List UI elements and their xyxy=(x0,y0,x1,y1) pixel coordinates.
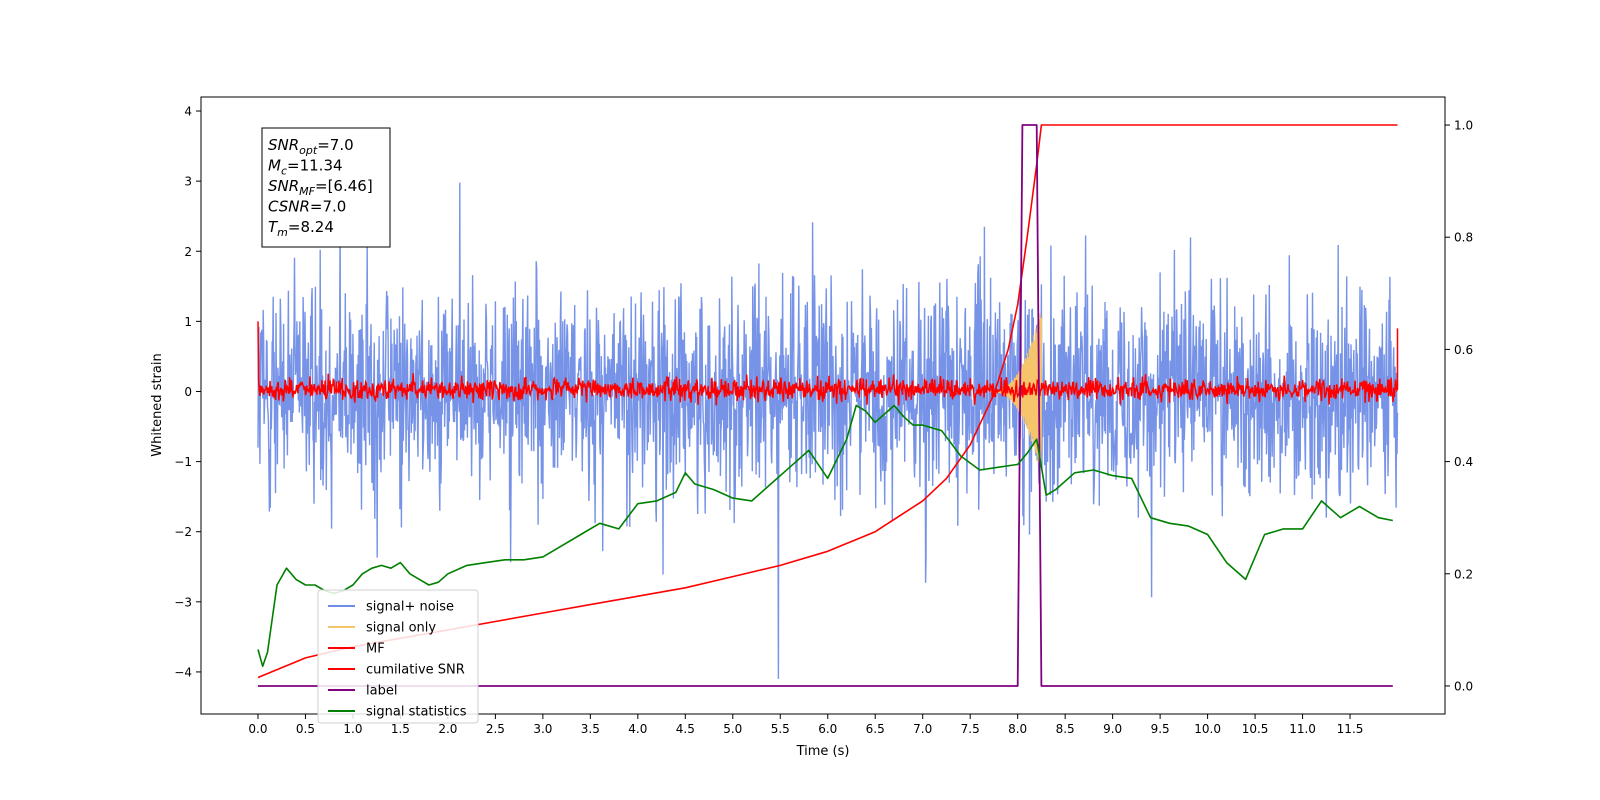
signal-noise-line xyxy=(257,182,1399,679)
legend-label: MF xyxy=(366,642,385,657)
y-axis-label: Whitened strain xyxy=(150,353,165,456)
x-tick-label: 8.0 xyxy=(1008,722,1027,736)
annotation-box: SNRopt=7.0Mc=11.34SNRMF=[6.46]CSNR=7.0Tm… xyxy=(261,127,391,248)
x-tick-label: 5.5 xyxy=(771,722,790,736)
annotation-subscript: MF xyxy=(299,185,315,198)
x-tick-label: 9.0 xyxy=(1103,722,1122,736)
annotation-frame xyxy=(261,127,391,248)
x-tick-label: 10.0 xyxy=(1194,722,1221,736)
series-signal-statistics xyxy=(257,404,1393,668)
x-tick-label: 6.5 xyxy=(866,722,885,736)
x-tick-label: 11.0 xyxy=(1289,722,1316,736)
series-label xyxy=(258,124,1393,687)
y2-tick-label: 0.4 xyxy=(1454,455,1473,469)
annotation-symbol: M xyxy=(268,157,281,175)
y-tick-label: 0 xyxy=(184,385,192,399)
annotation-symbol: CSNR xyxy=(268,198,310,216)
y-axis-right: 0.0 0.2 0.4 0.6 0.8 1.0 xyxy=(1445,119,1473,693)
x-tick-label: 7.5 xyxy=(961,722,980,736)
legend-label: cumilative SNR xyxy=(366,663,465,678)
x-tick-label: 3.5 xyxy=(581,722,600,736)
signal-statistics-line xyxy=(257,404,1393,668)
x-tick-label: 8.5 xyxy=(1056,722,1075,736)
y2-tick-label: 0.2 xyxy=(1454,567,1473,581)
y-tick-label: 3 xyxy=(184,175,192,189)
y2-tick-label: 1.0 xyxy=(1454,119,1473,133)
annotation-value: =7.0 xyxy=(317,136,353,154)
x-axis-label: Time (s) xyxy=(796,744,850,759)
y2-tick-label: 0.6 xyxy=(1454,343,1473,357)
legend: signal+ noise signal only MF cumilative SNR… xyxy=(317,589,479,724)
x-tick-label: 0.0 xyxy=(248,722,267,736)
legend-label: signal+ noise xyxy=(366,600,454,615)
x-tick-label: 4.5 xyxy=(676,722,695,736)
x-tick-label: 1.5 xyxy=(391,722,410,736)
annotation-value: =11.34 xyxy=(287,157,343,175)
x-tick-label: 5.0 xyxy=(723,722,742,736)
x-tick-label: 0.5 xyxy=(296,722,315,736)
legend-frame xyxy=(317,589,479,724)
annotation-value: =[6.46] xyxy=(315,177,373,195)
y-tick-label: 2 xyxy=(184,245,192,259)
annotation-line: CSNR=7.0 xyxy=(268,198,346,216)
annotation-symbol: T xyxy=(268,218,279,236)
y-tick-label: 1 xyxy=(184,315,192,329)
annotation-line: SNRMF=[6.46] xyxy=(268,177,373,198)
y-tick-label: −1 xyxy=(174,455,192,469)
annotation-subscript: m xyxy=(277,226,288,239)
x-tick-label: 11.5 xyxy=(1337,722,1364,736)
annotation-subscript: opt xyxy=(299,144,318,157)
series-mf xyxy=(257,321,1399,406)
y-tick-label: 4 xyxy=(184,105,192,119)
y-tick-label: −4 xyxy=(174,665,192,679)
annotation-value: =7.0 xyxy=(310,198,346,216)
annotation-line: SNRopt=7.0 xyxy=(268,136,354,157)
y-tick-label: −2 xyxy=(174,525,192,539)
y2-tick-label: 0.0 xyxy=(1454,679,1473,693)
y-axis-left: −4 −3 −2 −1 0 1 2 3 4 xyxy=(174,105,201,679)
x-tick-label: 6.0 xyxy=(818,722,837,736)
annotation-symbol: SNR xyxy=(268,177,299,195)
series-signal-noise xyxy=(257,182,1399,679)
y-tick-label: −3 xyxy=(174,595,192,609)
x-tick-label: 1.0 xyxy=(343,722,362,736)
annotation-value: =8.24 xyxy=(288,218,334,236)
annotation-symbol: SNR xyxy=(268,136,299,154)
x-tick-label: 9.5 xyxy=(1151,722,1170,736)
legend-label: signal statistics xyxy=(366,705,467,720)
x-tick-label: 2.0 xyxy=(438,722,457,736)
x-axis: 0.0 0.5 1.0 1.5 2.0 2.5 3.0 3.5 4.0 4.5 5.0 5.5 6.0 6… xyxy=(248,714,1363,736)
legend-label: signal only xyxy=(366,621,436,636)
annotation-subscript: c xyxy=(281,165,287,178)
label-line xyxy=(258,124,1393,687)
legend-label: label xyxy=(366,684,397,699)
plot-frame xyxy=(200,96,1446,715)
y2-tick-label: 0.8 xyxy=(1454,231,1473,245)
x-tick-label: 3.0 xyxy=(533,722,552,736)
annotation-line: Tm=8.24 xyxy=(268,218,334,239)
x-tick-label: 4.0 xyxy=(628,722,647,736)
x-tick-label: 2.5 xyxy=(486,722,505,736)
mf-line xyxy=(257,321,1399,406)
x-tick-label: 7.0 xyxy=(913,722,932,736)
x-tick-label: 10.5 xyxy=(1242,722,1269,736)
annotation-line: Mc=11.34 xyxy=(268,157,343,178)
